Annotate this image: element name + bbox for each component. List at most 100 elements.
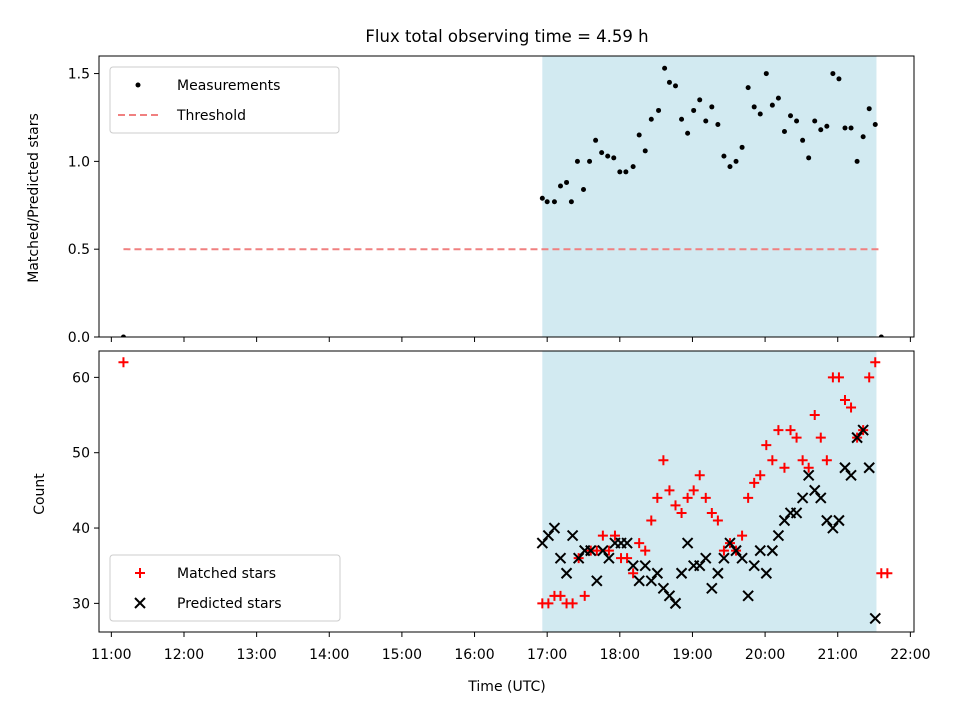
predicted-star-point bbox=[706, 582, 718, 595]
matched-star-point bbox=[809, 410, 820, 421]
measurement-point bbox=[564, 179, 570, 185]
measurement-point bbox=[739, 144, 745, 150]
matched-star-point bbox=[846, 402, 857, 413]
matched-star-point bbox=[803, 462, 814, 473]
predicted-star-point bbox=[554, 552, 567, 564]
measurement-point bbox=[836, 76, 842, 82]
measurement-point bbox=[691, 107, 697, 113]
predicted-star-point bbox=[536, 537, 549, 549]
measurement-point bbox=[788, 113, 794, 119]
matched-star-point bbox=[749, 477, 760, 488]
bottom-ylabel: Count bbox=[32, 473, 48, 515]
matched-star-point bbox=[658, 455, 669, 466]
predicted-star-point bbox=[548, 522, 561, 534]
measurement-point bbox=[800, 137, 806, 143]
matched-star-point bbox=[694, 470, 705, 481]
predicted-star-point bbox=[760, 567, 773, 579]
measurement-point bbox=[727, 164, 733, 170]
matched-star-point bbox=[652, 492, 663, 503]
predicted-star-point bbox=[748, 559, 760, 572]
predicted-star-point bbox=[663, 590, 676, 602]
top-ytick-label: 1.0 bbox=[68, 154, 90, 170]
predicted-star-point bbox=[669, 597, 682, 610]
measurement-point bbox=[611, 155, 617, 161]
measurement-point bbox=[824, 123, 830, 129]
matched-star-point bbox=[688, 485, 699, 496]
measurement-point bbox=[763, 71, 769, 77]
predicted-star-point bbox=[694, 559, 706, 572]
matched-star-point bbox=[737, 530, 748, 541]
matched-star-point bbox=[634, 538, 645, 549]
matched-star-point bbox=[743, 492, 754, 503]
measurement-point bbox=[866, 106, 872, 112]
bottom-ytick-label: 40 bbox=[72, 521, 90, 537]
predicted-star-point bbox=[591, 575, 603, 587]
predicted-star-point bbox=[566, 529, 579, 542]
legend-label: Threshold bbox=[176, 108, 246, 124]
predicted-star-point bbox=[718, 552, 730, 564]
matched-star-point bbox=[712, 515, 723, 526]
legend-predicted-swatch bbox=[134, 597, 146, 609]
measurement-point bbox=[617, 169, 623, 175]
bottom-ytick-label: 60 bbox=[72, 370, 90, 386]
top-ytick-label: 0.5 bbox=[68, 242, 90, 258]
measurement-point bbox=[580, 186, 586, 192]
predicted-star-point bbox=[778, 514, 791, 527]
xtick-label: 14:00 bbox=[309, 647, 349, 663]
xtick-label: 22:00 bbox=[890, 647, 930, 663]
matched-star-point bbox=[628, 568, 639, 579]
matched-star-point bbox=[773, 425, 784, 436]
matched-star-point bbox=[882, 568, 893, 579]
matched-star-point bbox=[579, 590, 590, 601]
matched-star-point bbox=[761, 440, 772, 451]
measurement-point bbox=[854, 158, 860, 164]
legend-frame bbox=[109, 554, 341, 622]
predicted-star-point bbox=[796, 492, 809, 504]
measurement-point bbox=[636, 132, 642, 138]
predicted-star-point bbox=[603, 552, 615, 564]
matched-star-point bbox=[755, 470, 766, 481]
predicted-star-point bbox=[621, 537, 633, 549]
predicted-star-point bbox=[639, 559, 651, 572]
matched-star-point bbox=[622, 553, 633, 564]
measurement-point bbox=[812, 118, 818, 124]
measurement-point bbox=[544, 199, 550, 205]
legend-label: Predicted stars bbox=[177, 596, 282, 612]
predicted-star-point bbox=[833, 514, 845, 527]
xtick-label: 13:00 bbox=[236, 647, 276, 663]
matched-star-point bbox=[779, 462, 790, 473]
matched-star-point bbox=[839, 394, 850, 405]
predicted-star-point bbox=[657, 582, 670, 595]
measurement-point bbox=[872, 121, 878, 127]
predicted-star-point bbox=[675, 567, 688, 579]
matched-star-point bbox=[597, 530, 608, 541]
predicted-star-point bbox=[742, 590, 754, 602]
x-axis-label: Time (UTC) bbox=[467, 679, 545, 695]
matched-star-point bbox=[591, 545, 602, 556]
measurement-point bbox=[557, 183, 563, 189]
measurement-point bbox=[673, 83, 679, 89]
xtick-label: 20:00 bbox=[745, 647, 785, 663]
xtick-label: 11:00 bbox=[91, 647, 131, 663]
predicted-star-point bbox=[869, 612, 881, 625]
measurement-point bbox=[818, 127, 824, 133]
predicted-star-point bbox=[821, 514, 833, 527]
predicted-star-point bbox=[857, 424, 869, 436]
measurement-point bbox=[733, 158, 739, 164]
top-observing-window bbox=[542, 56, 877, 337]
predicted-star-point bbox=[754, 544, 766, 557]
measurement-point bbox=[697, 97, 703, 103]
measurement-point bbox=[745, 85, 751, 91]
bottom-axes-frame bbox=[98, 350, 915, 633]
predicted-star-point bbox=[863, 462, 875, 474]
matched-star-point bbox=[676, 507, 687, 518]
measurement-point bbox=[679, 116, 685, 122]
measurement-point bbox=[848, 125, 854, 131]
measurement-point bbox=[648, 116, 654, 122]
matched-star-point bbox=[567, 598, 578, 609]
measurement-point bbox=[574, 158, 580, 164]
legend-matched-swatch bbox=[135, 568, 145, 578]
matched-star-point bbox=[682, 492, 693, 503]
measurement-point bbox=[806, 155, 812, 161]
matched-star-point bbox=[718, 545, 729, 556]
